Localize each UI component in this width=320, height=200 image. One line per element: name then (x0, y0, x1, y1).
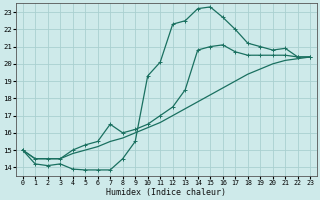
X-axis label: Humidex (Indice chaleur): Humidex (Indice chaleur) (107, 188, 227, 197)
